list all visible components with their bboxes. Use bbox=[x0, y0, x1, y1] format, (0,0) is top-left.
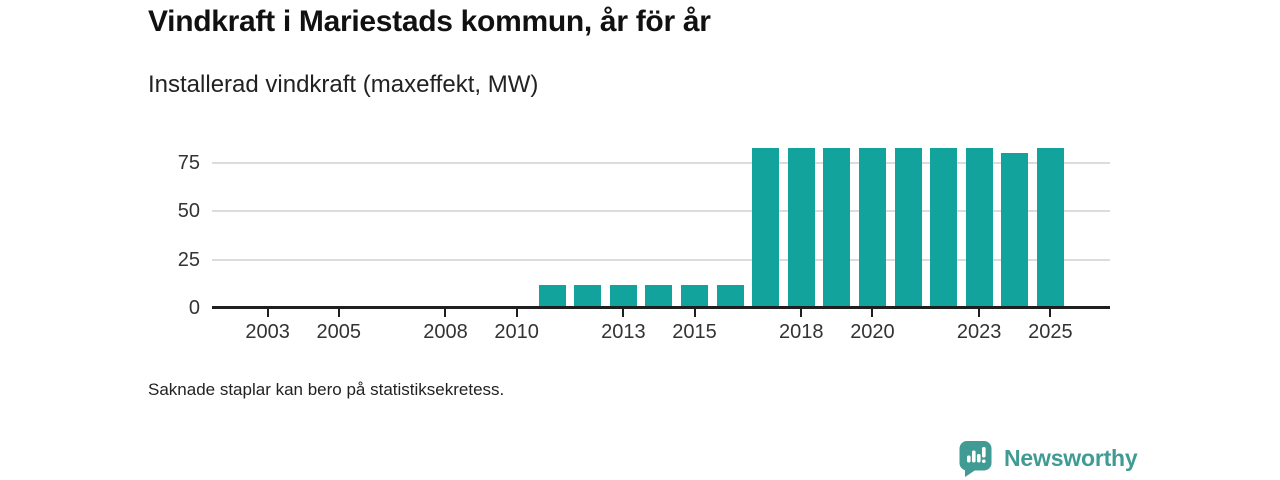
bar-2025 bbox=[1036, 147, 1064, 308]
bar-2024 bbox=[1001, 153, 1029, 308]
page-title: Vindkraft i Mariestads kommun, år för år bbox=[148, 5, 711, 38]
x-axis-label-2018: 2018 bbox=[779, 321, 824, 343]
x-tick-2023 bbox=[978, 309, 981, 317]
x-tick-2013 bbox=[622, 309, 625, 317]
y-axis-label-50: 50 bbox=[177, 200, 200, 223]
newsworthy-logo-text: Newsworthy bbox=[1004, 445, 1138, 471]
bar-2023 bbox=[965, 147, 993, 308]
x-axis-line bbox=[212, 306, 1110, 309]
chart-subtitle: Installerad vindkraft (maxeffekt, MW) bbox=[148, 71, 539, 98]
bar-2015 bbox=[681, 284, 709, 308]
x-axis-label-2008: 2008 bbox=[423, 321, 468, 343]
x-tick-2025 bbox=[1049, 309, 1052, 317]
x-axis-label-2023: 2023 bbox=[956, 321, 1002, 343]
gridline-25 bbox=[212, 258, 1110, 261]
y-axis-label-75: 75 bbox=[177, 152, 200, 174]
newsworthy-logo[interactable]: Newsworthy bbox=[956, 439, 1138, 478]
x-tick-2015 bbox=[693, 309, 696, 317]
bar-2016 bbox=[716, 284, 744, 308]
x-axis-label-2020: 2020 bbox=[850, 321, 895, 343]
bar-2017 bbox=[752, 147, 780, 308]
x-axis-label-2025: 2025 bbox=[1028, 321, 1073, 343]
x-tick-2008 bbox=[444, 309, 447, 317]
footnote: Saknade staplar kan bero på statistiksek… bbox=[148, 380, 505, 399]
bar-2018 bbox=[787, 147, 815, 308]
bar-2011 bbox=[538, 284, 566, 308]
x-tick-2010 bbox=[515, 309, 518, 317]
bar-2021 bbox=[894, 147, 922, 308]
bar-2013 bbox=[609, 284, 637, 308]
x-axis-label-2005: 2005 bbox=[316, 321, 361, 343]
x-axis-label-2013: 2013 bbox=[601, 321, 646, 343]
x-tick-2003 bbox=[266, 309, 269, 317]
x-axis-label-2015: 2015 bbox=[672, 321, 717, 343]
x-tick-2018 bbox=[800, 309, 803, 317]
bar-2020 bbox=[858, 147, 886, 308]
gridline-75 bbox=[212, 162, 1110, 164]
bar-2019 bbox=[823, 147, 851, 308]
bar-2022 bbox=[930, 147, 958, 308]
y-axis-label-25: 25 bbox=[177, 248, 200, 271]
x-tick-2005 bbox=[337, 309, 340, 317]
x-axis-label-2003: 2003 bbox=[245, 321, 290, 343]
bar-2014 bbox=[645, 284, 673, 308]
bar-chart-plot-area: 0 25 50 75 2003 2005 2008 2010 2013 2015 2018 2020 2… bbox=[178, 140, 1110, 343]
x-axis-label-2010: 2010 bbox=[494, 321, 539, 343]
bar-2012 bbox=[574, 284, 602, 308]
gridline-50 bbox=[212, 210, 1110, 213]
x-tick-2020 bbox=[871, 309, 874, 317]
y-axis-label-0: 0 bbox=[188, 297, 200, 319]
bar-chart-speech-bubble-icon bbox=[959, 441, 992, 477]
